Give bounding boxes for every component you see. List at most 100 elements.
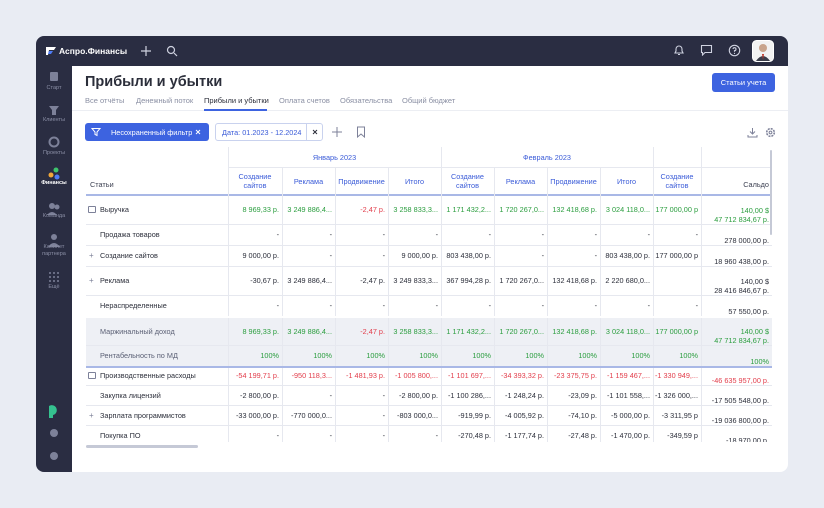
table-cell: -1 177,74 р. [505, 430, 544, 440]
grid-line [86, 245, 772, 246]
tab[interactable]: Общий бюджет [402, 96, 456, 105]
vertical-scrollbar[interactable] [770, 150, 772, 235]
saldo-line: -46 635 957,00 р. [711, 376, 769, 385]
settings-button[interactable] [765, 127, 776, 138]
date-filter[interactable] [215, 123, 323, 141]
sidebar-item[interactable]: Проекты [42, 150, 66, 156]
table-cell: - [276, 301, 279, 310]
table-cell: - [382, 410, 385, 420]
messages-button[interactable] [700, 44, 713, 56]
tabs-divider [72, 110, 788, 111]
grid-line [547, 167, 548, 442]
tab[interactable]: Все отчёты [85, 96, 125, 105]
table-cell: - [382, 430, 385, 440]
table-cell: - [541, 301, 544, 310]
table-cell: 1 171 432,2... [446, 327, 491, 336]
accounts-button[interactable]: Статьи учета [712, 73, 775, 92]
column-header: Итого [404, 176, 425, 186]
sidebar-item[interactable]: Старт [46, 85, 62, 91]
row-label: Создание сайтов [100, 251, 158, 260]
sidebar-item[interactable]: Ещё [48, 284, 60, 290]
table-cell: - [435, 230, 438, 239]
table-cell: 8 969,33 р. [242, 205, 279, 214]
table-cell: - [382, 301, 385, 310]
saldo-cell: -46 635 957,00 р. [701, 366, 772, 385]
table-cell: -2 800,00 р. [399, 390, 438, 400]
row-label: Закупка лицензий [100, 390, 161, 400]
column-header: Создание сайтов [238, 172, 272, 190]
page-title: Прибыли и убытки [85, 74, 223, 90]
table-cell: -4 005,92 р. [505, 410, 544, 420]
scrollbar[interactable] [86, 445, 198, 448]
saldo-line: -19 036 800,00 р. [711, 416, 769, 425]
table-cell: - [276, 430, 279, 440]
sidebar-item[interactable]: Клиенты [42, 117, 66, 123]
table-cell: 8 969,33 р. [242, 327, 279, 336]
active-tab-underline [204, 109, 267, 111]
saldo-cell: 18 960 438,00 р. [701, 245, 772, 266]
table-cell: -2 800,00 р. [240, 390, 279, 400]
sidebar-item[interactable]: Команда [42, 213, 66, 219]
table-cell: 100% [525, 351, 544, 360]
table-cell: 3 258 833,3... [393, 205, 438, 214]
user-avatar[interactable] [752, 40, 774, 62]
tab[interactable]: Обязательства [340, 96, 393, 105]
table-cell: 100% [313, 351, 332, 360]
download-button[interactable] [747, 127, 758, 138]
add-button[interactable] [140, 45, 152, 57]
table-cell: - [647, 230, 650, 239]
date-filter-clear[interactable] [312, 129, 318, 135]
table-cell: - [329, 251, 332, 260]
saldo-cell: 278 000,00 р. [701, 224, 772, 245]
table-cell: 1 720 267,0... [499, 276, 544, 285]
add-filter-button[interactable] [331, 126, 343, 138]
table-cell: - [488, 301, 491, 310]
filter-clear[interactable] [195, 129, 201, 135]
saldo-line: 18 960 438,00 р. [714, 257, 769, 266]
saldo-header: Сальдо [743, 180, 769, 189]
saldo-line: 140,00 $ [740, 327, 769, 336]
table-cell: 3 249 833,3... [393, 276, 438, 285]
sidebar [36, 66, 72, 472]
filter-button[interactable] [85, 123, 209, 141]
table-cell: 100% [578, 351, 597, 360]
expand-button[interactable]: + [89, 251, 94, 260]
table-cell: -74,10 р. [568, 410, 597, 420]
grid-line [228, 147, 229, 442]
table-cell: 9 000,00 р. [401, 251, 438, 260]
grid-line [441, 147, 442, 442]
grid-line [282, 167, 283, 442]
grid-line [701, 147, 702, 442]
saldo-line: 140,00 $ [740, 277, 769, 286]
grid-line [86, 345, 772, 346]
search-button[interactable] [166, 45, 178, 57]
table-cell: 3 024 118,0... [605, 205, 650, 214]
grid-line [86, 385, 772, 386]
column-header: Итого [616, 176, 637, 186]
date-filter-label: Дата: 01.2023 - 12.2024 [222, 128, 302, 137]
table-cell: 100% [260, 351, 279, 360]
help-button[interactable] [728, 44, 741, 57]
table-cell: 177 000,00 р [655, 327, 698, 336]
table-cell: -270,48 р. [458, 430, 491, 440]
row-icon [88, 371, 96, 379]
table-cell: - [647, 301, 650, 310]
bookmark-button[interactable] [356, 126, 366, 138]
tab[interactable]: Прибыли и убытки [204, 96, 269, 105]
saldo-line: 100% [750, 357, 769, 366]
grid-line [86, 295, 772, 296]
table-cell: -1 005 800,... [394, 371, 438, 380]
grid-line [86, 405, 772, 406]
saldo-line: 57 550,00 р. [728, 307, 769, 316]
table-cell: 803 438,00 р. [605, 251, 650, 260]
sidebar-item[interactable]: Финансы [41, 180, 67, 186]
notifications-button[interactable] [673, 44, 685, 57]
grid-line [653, 147, 654, 442]
column-header: Создание сайтов [660, 172, 694, 190]
expand-button[interactable]: + [89, 276, 94, 285]
tab[interactable]: Оплата счетов [279, 96, 330, 105]
expand-button[interactable]: + [89, 410, 94, 420]
sidebar-item[interactable]: Кабинет партнера [42, 244, 66, 257]
tab[interactable]: Денежный поток [136, 96, 194, 105]
